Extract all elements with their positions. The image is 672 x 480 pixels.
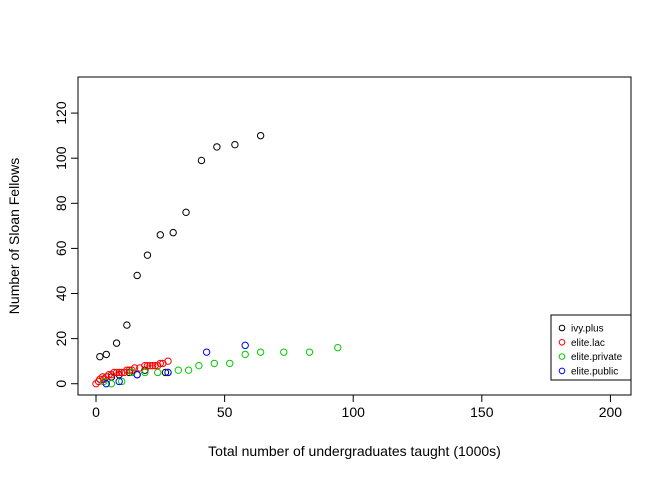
data-point-elite-private <box>154 368 162 377</box>
y-tick-label: 20 <box>53 331 69 347</box>
data-point-elite-private <box>141 368 149 377</box>
x-tick-label: 100 <box>342 404 366 420</box>
data-point-elite-private <box>241 350 249 359</box>
data-point-elite-lac <box>110 368 118 377</box>
data-point-elite-private <box>226 359 234 368</box>
data-point-ivy-plus <box>213 143 221 151</box>
legend-marker <box>558 353 566 360</box>
legend-marker <box>558 367 566 375</box>
data-point-ivy-plus <box>125 368 134 377</box>
data-point-elite-lac <box>148 361 157 370</box>
data-point-elite-private <box>184 366 193 374</box>
data-point-ivy-plus <box>102 350 110 359</box>
data-point-elite-private <box>174 366 183 374</box>
x-axis: 0 50 100 150 200 <box>92 394 623 420</box>
data-point-elite-private <box>256 348 265 356</box>
data-point-elite-private <box>280 348 288 356</box>
data-point-elite-lac <box>115 368 123 377</box>
data-point-elite-private <box>210 359 219 368</box>
data-point-elite-lac <box>112 368 121 377</box>
data-point-ivy-plus <box>143 251 152 259</box>
data-point-elite-lac <box>164 357 172 365</box>
data-point-elite-public <box>115 377 123 386</box>
data-point-ivy-plus <box>197 156 206 165</box>
data-point-ivy-plus <box>182 208 190 217</box>
data-point-elite-lac <box>156 359 165 368</box>
data-point-elite-private <box>118 377 126 386</box>
x-tick-label: 200 <box>599 404 623 420</box>
legend-marker <box>558 324 566 332</box>
data-point-elite-lac <box>146 361 154 370</box>
data-point-elite-public <box>164 368 172 377</box>
data-point-ivy-plus <box>96 352 104 361</box>
data-point-elite-private <box>334 343 342 352</box>
data-point-elite-lac <box>128 366 136 374</box>
x-axis-label: Total number of undergraduates taught (1… <box>208 443 501 459</box>
data-point-elite-lac <box>143 361 152 370</box>
y-axis-label: Number of Sloan Fellows <box>6 158 22 314</box>
x-tick-label: 50 <box>217 404 233 420</box>
data-point-elite-private <box>107 380 116 388</box>
x-tick-label: 150 <box>470 404 494 420</box>
y-axis: 0 20 40 60 80 100 120 <box>53 101 79 388</box>
data-point-elite-public <box>241 341 249 350</box>
y-tick-label: 100 <box>53 146 69 170</box>
data-point-ivy-plus <box>161 368 170 377</box>
data-point-ivy-plus <box>169 228 177 237</box>
y-tick-label: 60 <box>53 240 69 256</box>
plot-frame <box>77 76 632 396</box>
y-tick-label: 40 <box>53 286 69 302</box>
data-point-ivy-plus <box>123 321 131 329</box>
y-tick-label: 120 <box>53 101 69 125</box>
data-point-elite-public <box>202 348 211 356</box>
legend: ivy.plus elite.lac elite.private elite.publ… <box>550 314 632 381</box>
data-point-ivy-plus <box>133 271 141 280</box>
legend-label: elite.public <box>571 366 618 377</box>
data-point-ivy-plus <box>156 231 165 239</box>
data-point-elite-lac <box>96 375 104 383</box>
data-point-elite-public <box>133 371 141 379</box>
data-point-elite-private <box>305 348 314 356</box>
data-point-elite-lac <box>92 380 100 388</box>
data-point-elite-public <box>102 380 110 388</box>
data-point-ivy-plus <box>256 131 265 140</box>
legend-marker <box>558 339 566 346</box>
x-tick-label: 0 <box>92 404 100 420</box>
y-tick-label: 80 <box>53 195 69 211</box>
y-tick-label: 0 <box>53 380 69 388</box>
data-point-ivy-plus <box>231 140 239 149</box>
legend-label: ivy.plus <box>571 324 604 335</box>
data-point-elite-private <box>195 361 203 370</box>
legend-label: elite.lac <box>571 338 605 349</box>
legend-label: elite.private <box>571 352 623 363</box>
data-point-elite-private <box>100 377 108 386</box>
data-point-ivy-plus <box>112 339 121 347</box>
points-layer <box>92 131 342 388</box>
